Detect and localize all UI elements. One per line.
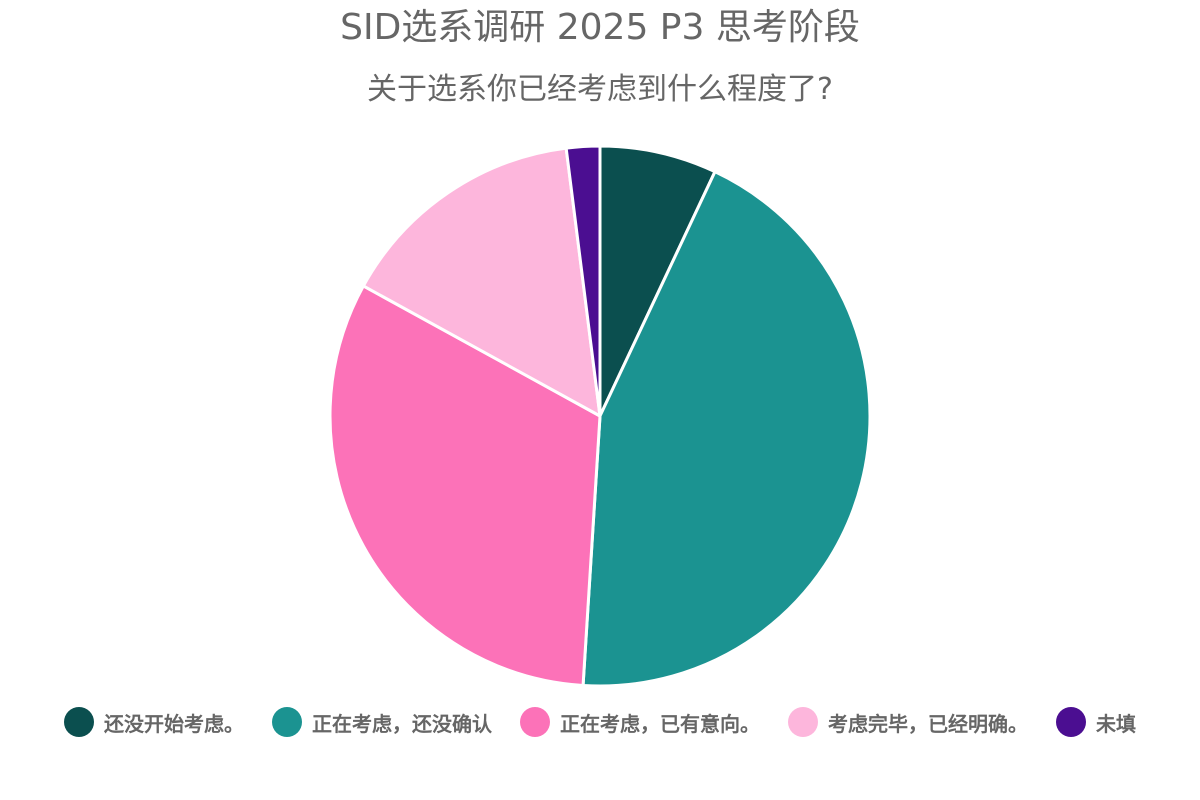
legend: 还没开始考虑。 正在考虑，还没确认 正在考虑，已有意向。 考虑完毕，已经明确。 … xyxy=(0,706,1200,738)
legend-item[interactable]: 正在考虑，已有意向。 xyxy=(520,706,760,738)
legend-item[interactable]: 正在考虑，还没确认 xyxy=(272,706,492,738)
pie-slice[interactable] xyxy=(564,144,602,418)
chart-subtitle: 关于选系你已经考虑到什么程度了? xyxy=(367,72,833,107)
pie-slice[interactable] xyxy=(581,170,872,688)
legend-label: 正在考虑，还没确认 xyxy=(312,711,492,736)
chart-title: SID选系调研 2025 P3 思考阶段 xyxy=(340,7,860,48)
legend-label: 正在考虑，已有意向。 xyxy=(560,711,760,736)
legend-label: 未填 xyxy=(1096,711,1136,736)
legend-swatch-icon xyxy=(1056,707,1086,737)
legend-swatch-icon xyxy=(788,707,818,737)
legend-item[interactable]: 考虑完毕，已经明确。 xyxy=(788,706,1028,738)
legend-swatch-icon xyxy=(64,707,94,737)
legend-swatch-icon xyxy=(520,707,550,737)
legend-item[interactable]: 还没开始考虑。 xyxy=(64,706,244,738)
legend-item[interactable]: 未填 xyxy=(1056,706,1136,738)
pie-slice[interactable] xyxy=(328,284,602,687)
pie-slice[interactable] xyxy=(598,144,717,418)
legend-label: 还没开始考虑。 xyxy=(104,711,244,736)
legend-label: 考虑完毕，已经明确。 xyxy=(828,711,1028,736)
pie-slice[interactable] xyxy=(361,146,602,418)
legend-swatch-icon xyxy=(272,707,302,737)
